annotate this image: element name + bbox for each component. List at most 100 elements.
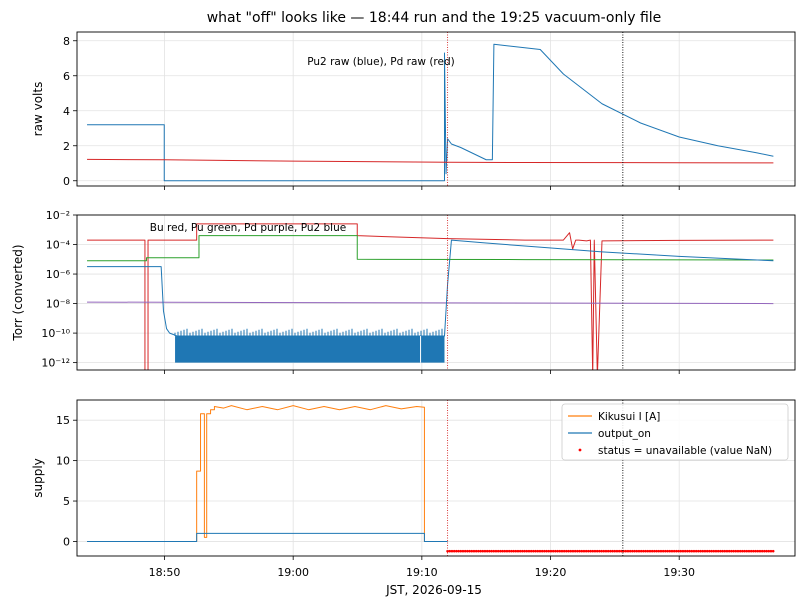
status-marker [639,549,643,553]
x-tick-label: 19:00 [277,566,309,579]
y-tick-label: 10⁻⁶ [46,268,71,281]
y-tick-label: 10⁻¹² [41,357,70,370]
status-marker [485,549,489,553]
status-marker [538,549,542,553]
status-marker [523,549,526,553]
status-marker [734,549,738,553]
status-marker [760,549,764,553]
status-marker [683,549,687,553]
status-marker [543,549,546,553]
status-marker [642,549,645,553]
x-tick-label: 18:50 [149,566,181,579]
y-tick-label: 8 [63,35,70,48]
status-marker [637,549,641,553]
status-marker [738,549,742,553]
status-marker [496,549,500,553]
status-marker [483,549,487,553]
status-marker [681,549,685,553]
status-marker [591,549,595,553]
status-marker [714,549,718,553]
status-marker [545,549,548,553]
status-marker [743,549,746,553]
status-marker [560,549,564,553]
status-marker [611,549,614,553]
status-marker [470,549,474,553]
status-marker [633,549,636,553]
series-pu2 [87,239,774,337]
status-marker [688,549,691,553]
status-marker [716,549,720,553]
status-marker [659,549,663,553]
status-marker [490,549,493,553]
series-kikusui-i-a- [87,405,448,542]
status-marker [587,549,590,553]
status-marker [692,549,696,553]
series-status-unavailable [446,549,775,553]
plot-area [87,223,774,370]
series-bu [87,223,774,370]
y-tick-label: 10⁻² [46,209,70,222]
legend-label: output_on [598,428,651,440]
y-axis-label: Torr (converted) [11,244,25,341]
status-marker [679,549,683,553]
status-marker [617,549,621,553]
status-marker [551,549,555,553]
status-marker [763,549,766,553]
y-tick-label: 10⁻¹⁰ [41,327,70,340]
status-marker [600,549,603,553]
panel-supply: 0 5 10 15 supply Kikusui I [A] output_onstatus… [31,399,796,560]
status-marker [670,549,674,553]
status-marker [525,549,529,553]
status-marker [505,549,509,553]
y-tick-label: 15 [56,414,70,427]
x-tick-label: 19:30 [663,566,695,579]
status-marker [455,549,458,553]
status-marker [584,549,588,553]
status-marker [567,549,570,553]
status-marker [626,549,630,553]
figure-title: what "off" looks like — 18:44 run and th… [207,10,662,26]
status-marker [576,549,579,553]
y-axis-label: raw volts [31,82,45,137]
x-axis: 18:50 19:00 19:10 19:20 19:30 [149,566,695,579]
status-marker [474,549,478,553]
status-marker [615,549,619,553]
status-marker [534,549,537,553]
status-marker [477,549,480,553]
status-marker [756,549,760,553]
status-marker [675,549,678,553]
status-marker [606,549,610,553]
axes-frame [76,31,796,187]
status-marker [472,549,476,553]
status-marker [752,549,755,553]
status-marker [573,549,577,553]
status-marker [620,549,623,553]
panel-annotation: Pu2 raw (blue), Pd raw (red) [307,56,454,68]
status-marker [653,549,656,553]
status-marker [644,549,647,553]
status-marker [730,549,733,553]
status-marker [741,549,744,553]
status-marker [657,549,661,553]
x-axis-label: JST, 2026-09-15 [385,583,482,597]
status-marker [514,549,518,553]
status-marker [668,549,672,553]
status-marker [446,549,449,553]
status-marker [468,549,471,553]
status-marker [624,549,628,553]
y-tick-label: 10⁻⁴ [46,239,71,252]
status-marker [732,549,735,553]
status-marker [727,549,731,553]
y-tick-label: 0 [63,535,70,548]
x-tick-label: 19:10 [406,566,438,579]
status-marker [604,549,608,553]
status-marker [595,549,599,553]
status-marker [463,549,467,553]
status-marker [589,549,592,553]
status-marker [488,549,491,553]
status-marker [532,549,535,553]
status-marker [705,549,709,553]
status-marker [481,549,485,553]
status-marker [697,549,700,553]
series-pu2-noise-band [175,336,445,363]
